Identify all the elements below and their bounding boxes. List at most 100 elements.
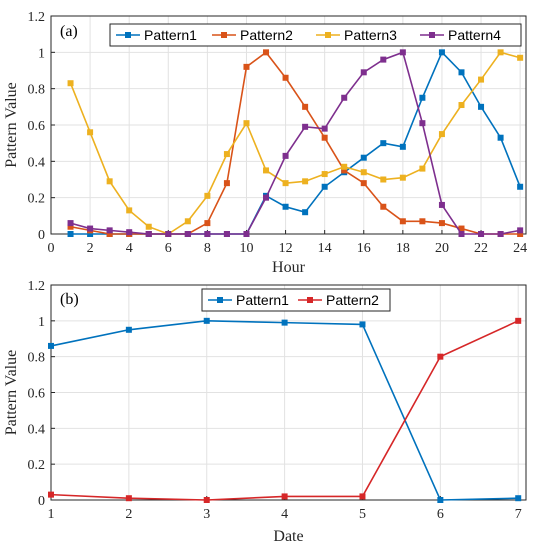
x-axis-label: Date xyxy=(273,528,303,545)
data-point xyxy=(282,152,289,159)
data-point xyxy=(87,231,94,237)
x-tick-label: 2 xyxy=(125,507,132,522)
data-point xyxy=(438,220,445,227)
x-tick-label: 10 xyxy=(239,241,253,256)
y-tick-label: 1 xyxy=(38,46,45,61)
data-point xyxy=(223,180,230,187)
panel-label: (a) xyxy=(60,23,78,40)
data-point xyxy=(48,342,54,349)
legend-label: Pattern3 xyxy=(344,27,397,43)
data-point xyxy=(458,69,465,76)
data-point xyxy=(341,94,348,101)
data-point xyxy=(67,231,74,237)
data-point xyxy=(517,54,524,61)
data-point xyxy=(125,495,132,502)
data-point xyxy=(302,103,309,110)
data-point xyxy=(497,134,504,141)
y-tick-label: 1 xyxy=(38,315,45,330)
legend-label: Pattern4 xyxy=(448,27,501,43)
y-axis-label: Pattern Value xyxy=(3,350,20,435)
data-point xyxy=(87,129,94,136)
data-point xyxy=(419,218,426,225)
legend-box xyxy=(109,23,522,47)
x-tick-label: 6 xyxy=(437,507,444,522)
data-point xyxy=(204,192,211,199)
legend-swatch-marker xyxy=(221,32,227,38)
data-point xyxy=(281,319,288,326)
y-tick-label: 0.4 xyxy=(28,422,46,437)
y-tick-label: 0 xyxy=(38,494,45,509)
y-tick-label: 1.2 xyxy=(28,279,46,294)
data-point xyxy=(419,94,426,101)
data-point xyxy=(360,180,367,187)
x-tick-label: 4 xyxy=(281,507,288,522)
data-point xyxy=(106,231,113,237)
data-point xyxy=(87,225,94,232)
data-point xyxy=(165,231,172,237)
data-point xyxy=(419,165,426,172)
data-point xyxy=(341,163,348,170)
data-point xyxy=(341,167,348,174)
data-point xyxy=(458,225,465,232)
data-point xyxy=(438,201,445,208)
data-point xyxy=(106,227,113,234)
legend-label: Pattern2 xyxy=(326,292,379,308)
y-tick-label: 0.2 xyxy=(28,458,46,473)
x-tick-label: 4 xyxy=(126,241,133,256)
data-point xyxy=(126,229,133,236)
data-point xyxy=(302,209,309,216)
x-tick-label: 24 xyxy=(513,241,527,256)
legend-box xyxy=(201,288,391,312)
legend: Pattern1 Pattern2 Pattern3 Pattern4 xyxy=(109,23,522,47)
x-tick-label: 12 xyxy=(279,241,293,256)
x-tick-label: 6 xyxy=(165,241,172,256)
data-point xyxy=(478,76,485,83)
y-tick-label: 1.2 xyxy=(28,10,46,25)
data-point xyxy=(458,102,465,109)
data-point xyxy=(437,353,444,360)
data-point xyxy=(321,134,328,141)
data-point xyxy=(437,497,444,503)
legend-label: Pattern2 xyxy=(240,27,293,43)
data-point xyxy=(380,140,387,147)
x-tick-label: 18 xyxy=(396,241,410,256)
data-point xyxy=(517,227,524,234)
data-point xyxy=(419,120,426,127)
legend: Pattern1 Pattern2 xyxy=(201,288,391,312)
series-line-pattern1 xyxy=(70,50,521,235)
data-point xyxy=(263,49,270,56)
data-point xyxy=(497,231,504,237)
data-point xyxy=(203,317,210,324)
series-line-pattern4 xyxy=(70,51,521,235)
data-point xyxy=(302,178,309,185)
data-point xyxy=(438,49,445,56)
data-point xyxy=(184,231,191,237)
data-point xyxy=(360,169,367,176)
x-tick-label: 3 xyxy=(203,507,210,522)
data-point xyxy=(380,203,387,210)
series-line-pattern2 xyxy=(70,51,521,235)
data-point xyxy=(399,143,406,150)
x-tick-label: 1 xyxy=(48,507,55,522)
data-point xyxy=(204,231,211,237)
x-tick-label: 7 xyxy=(515,507,522,522)
data-point xyxy=(321,183,328,190)
data-point xyxy=(380,176,387,183)
data-point xyxy=(359,493,366,500)
data-point xyxy=(243,231,250,237)
data-point xyxy=(321,125,328,132)
legend-swatch-marker xyxy=(325,32,331,38)
data-point xyxy=(497,49,504,56)
data-point xyxy=(438,131,445,138)
panel-label: (b) xyxy=(60,291,79,308)
x-tick-label: 8 xyxy=(204,241,211,256)
data-point xyxy=(184,218,191,225)
data-point xyxy=(517,231,524,237)
legend-label: Pattern1 xyxy=(144,27,197,43)
data-point xyxy=(263,167,270,174)
data-point xyxy=(223,231,230,237)
data-point xyxy=(145,223,152,230)
x-axis-label: Hour xyxy=(272,259,306,276)
x-tick-label: 0 xyxy=(48,241,55,256)
x-tick-label: 2 xyxy=(87,241,94,256)
